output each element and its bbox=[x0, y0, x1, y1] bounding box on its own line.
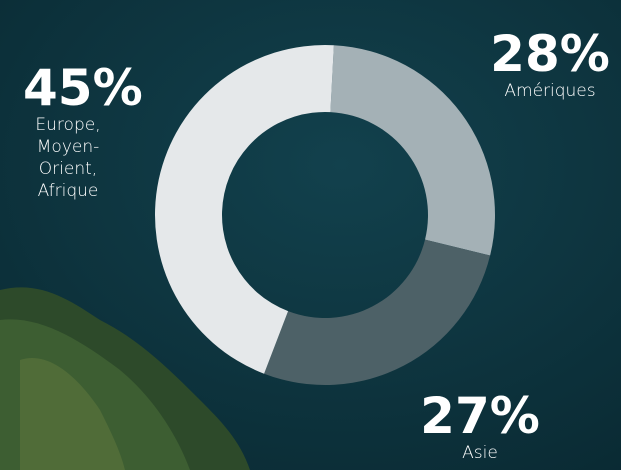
category-label: Amériques bbox=[504, 81, 596, 101]
donut-slice bbox=[155, 45, 334, 374]
forest-highlight bbox=[20, 358, 125, 470]
slice-label: 28% Amériques bbox=[450, 28, 621, 102]
donut-slice bbox=[264, 239, 491, 385]
category-label: Asie bbox=[462, 443, 498, 463]
value-label: 27% bbox=[420, 387, 540, 445]
slice-label: 27% Asie bbox=[380, 390, 580, 464]
value-label: 45% bbox=[23, 59, 143, 117]
category-label: Europe, Moyen-Orient, Afrique bbox=[35, 115, 101, 201]
slice-label: 45% Europe, Moyen-Orient, Afrique bbox=[23, 59, 143, 202]
donut-slice bbox=[330, 45, 495, 256]
value-label: 28% bbox=[490, 25, 610, 83]
